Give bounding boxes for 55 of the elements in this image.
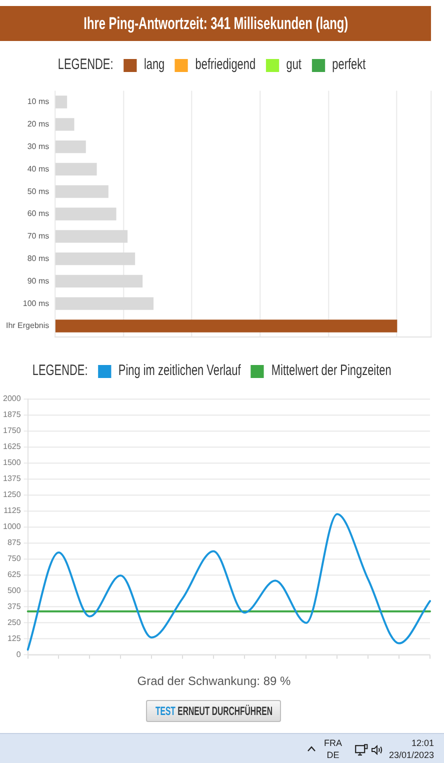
bar	[55, 274, 143, 288]
bar	[55, 96, 68, 108]
y-tick-label: 1375	[3, 474, 22, 484]
y-tick-label: 90 ms	[27, 276, 50, 286]
y-tick-label: 1625	[3, 442, 22, 452]
y-tick-label: 500	[7, 586, 22, 596]
y-tick-label: 1875	[3, 410, 22, 420]
legend-label: befriedigend	[196, 56, 256, 73]
y-tick-label: 1250	[3, 490, 22, 500]
bar	[55, 162, 97, 176]
y-tick-label: 750	[7, 554, 22, 564]
text: 12:01	[410, 738, 434, 749]
chart-title: Ihre Ping-Antwortzeit: 341 Millisekunden (lang)	[83, 14, 348, 34]
y-tick-label: 80 ms	[27, 254, 50, 264]
bar	[55, 252, 136, 266]
y-tick-label: Ihr Ergebnis	[6, 321, 50, 330]
y-tick-label: 875	[7, 538, 22, 548]
y-tick-label: 0	[16, 650, 22, 660]
y-tick-label: 100 ms	[22, 298, 50, 308]
legend-title: LEGENDE:	[32, 362, 88, 379]
y-tick-label: 1500	[3, 458, 22, 468]
bar	[55, 118, 74, 131]
y-tick-label: 1750	[3, 426, 22, 436]
y-tick-label: 50 ms	[27, 186, 50, 196]
y-tick-label: 2000	[3, 394, 22, 404]
y-tick-label: 10 ms	[27, 97, 50, 106]
y-tick-label: 250	[7, 618, 22, 628]
y-tick-label: 40 ms	[27, 164, 50, 174]
text: 23/01/2023	[388, 750, 434, 761]
legend-label: Ping im zeitlichen Verlauf	[118, 362, 241, 379]
bar	[55, 185, 108, 198]
legend-title: LEGENDE:	[58, 56, 114, 73]
y-tick-label: 125	[7, 634, 22, 644]
y-tick-label: 30 ms	[27, 142, 50, 152]
bar	[55, 208, 116, 220]
y-tick-label: 20 ms	[27, 120, 50, 129]
legend-label: gut	[286, 56, 302, 73]
legend-label: perfekt	[332, 56, 366, 73]
y-tick-label: 60 ms	[27, 209, 50, 218]
y-tick-label: 1125	[4, 506, 22, 516]
legend-label: lang	[144, 56, 165, 73]
text: Grad der Schwankung: 89 %	[136, 674, 292, 688]
y-tick-label: 625	[7, 570, 22, 580]
text: FRA	[323, 738, 343, 749]
y-tick-label: 1000	[3, 522, 22, 532]
button[interactable]: TEST ERNEUT DURCHFÜHREN	[146, 700, 281, 722]
bar	[55, 320, 398, 332]
line-series	[26, 513, 431, 651]
bar	[55, 230, 128, 243]
bar	[55, 140, 86, 154]
legend-label: Mittelwert der Pingzeiten	[272, 362, 392, 379]
y-tick-label: 70 ms	[27, 232, 50, 241]
text: DE	[326, 750, 340, 761]
bar	[55, 297, 154, 310]
y-tick-label: 375	[7, 602, 22, 612]
